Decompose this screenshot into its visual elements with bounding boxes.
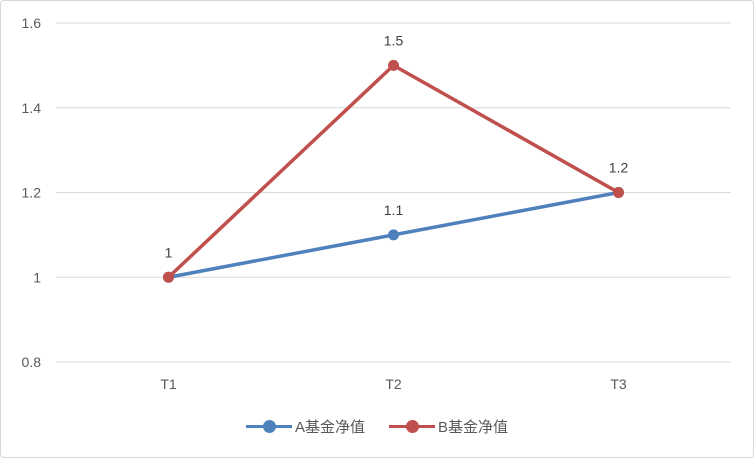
series-marker-1 [163,271,174,283]
series-marker-1 [613,187,624,198]
y-tick-label: 1.6 [22,15,42,31]
legend-label-series-a: A基金净值 [294,419,365,436]
line-marker-icon [245,420,292,433]
y-tick-label: 1.2 [22,185,42,201]
legend: A基金净值 B基金净值 [1,416,753,437]
legend-label-series-b: B基金净值 [438,419,509,436]
y-tick-label: 1 [33,269,41,285]
x-tick-label: T1 [160,376,177,392]
series-marker-0 [388,229,399,241]
legend-item-series-a: A基金净值 [245,416,365,437]
series-line-1 [166,63,621,279]
data-label: 1.2 [609,160,629,176]
legend-dot-swatch [406,420,419,433]
data-label: 1 [165,244,173,260]
data-label: 1.5 [384,32,404,48]
x-tick-label: T3 [610,376,627,392]
data-label: 1.1 [384,202,404,218]
legend-dot-swatch [262,420,276,433]
line-marker-icon [389,420,435,433]
y-tick-label: 0.8 [22,354,42,370]
series-marker-1 [388,59,399,71]
y-tick-label: 1.4 [22,100,42,116]
x-tick-label: T2 [385,376,402,392]
legend-item-series-b: B基金净值 [389,416,508,437]
